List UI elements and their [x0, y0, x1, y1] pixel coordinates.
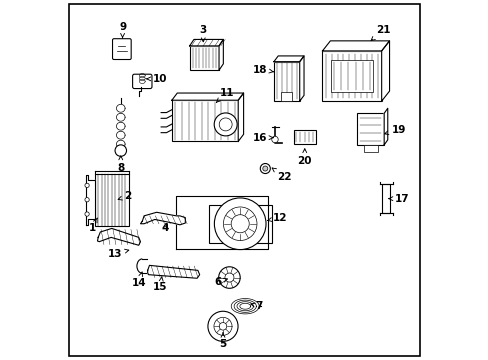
Text: 4: 4: [162, 224, 169, 233]
Text: 3: 3: [199, 25, 206, 42]
Text: 15: 15: [153, 276, 167, 292]
Circle shape: [207, 311, 238, 341]
Bar: [273, 62, 299, 101]
Text: 19: 19: [384, 125, 405, 135]
Text: 1: 1: [88, 218, 97, 233]
Bar: [189, 46, 219, 70]
Circle shape: [85, 198, 89, 202]
Bar: [293, 130, 315, 144]
Polygon shape: [384, 108, 387, 145]
Polygon shape: [147, 265, 199, 278]
FancyBboxPatch shape: [132, 74, 152, 89]
Polygon shape: [299, 56, 304, 101]
Text: 11: 11: [216, 87, 233, 102]
Bar: [363, 145, 377, 152]
Text: 22: 22: [271, 168, 291, 182]
FancyBboxPatch shape: [112, 39, 131, 59]
Text: 12: 12: [267, 213, 287, 222]
Text: 14: 14: [131, 272, 146, 288]
Circle shape: [271, 136, 278, 143]
Circle shape: [224, 273, 233, 282]
Circle shape: [219, 323, 226, 330]
Text: 2: 2: [118, 191, 131, 201]
Text: 10: 10: [146, 74, 167, 84]
Text: 21: 21: [370, 25, 390, 41]
Circle shape: [218, 267, 240, 288]
Circle shape: [85, 183, 89, 188]
Polygon shape: [219, 40, 223, 70]
Polygon shape: [171, 93, 243, 100]
Polygon shape: [97, 228, 140, 245]
Text: 17: 17: [388, 194, 409, 204]
Circle shape: [214, 198, 265, 249]
Text: 16: 16: [253, 133, 273, 143]
Text: 20: 20: [297, 149, 311, 166]
Text: 7: 7: [250, 301, 262, 311]
Polygon shape: [85, 175, 95, 225]
Bar: [331, 60, 372, 92]
Bar: [382, 184, 389, 213]
Polygon shape: [381, 41, 389, 101]
Text: 9: 9: [119, 22, 126, 38]
Text: 18: 18: [253, 64, 273, 75]
Circle shape: [85, 212, 89, 216]
Circle shape: [115, 145, 126, 156]
FancyBboxPatch shape: [69, 4, 419, 356]
Bar: [208, 205, 271, 243]
Circle shape: [260, 163, 270, 174]
Circle shape: [262, 166, 267, 171]
Polygon shape: [273, 56, 304, 62]
Bar: [95, 174, 128, 226]
Text: 13: 13: [108, 248, 128, 258]
Polygon shape: [140, 212, 185, 225]
Text: 5: 5: [219, 333, 226, 348]
Polygon shape: [189, 40, 223, 46]
Circle shape: [219, 118, 232, 131]
Bar: [322, 51, 381, 101]
Polygon shape: [322, 41, 389, 51]
Bar: [357, 113, 384, 145]
Circle shape: [214, 113, 237, 136]
Text: 6: 6: [214, 277, 227, 287]
Circle shape: [231, 215, 249, 233]
Circle shape: [214, 317, 231, 336]
Polygon shape: [238, 93, 243, 141]
Circle shape: [223, 207, 257, 240]
Bar: [171, 100, 238, 141]
Text: 8: 8: [117, 156, 124, 173]
Bar: [281, 92, 292, 101]
